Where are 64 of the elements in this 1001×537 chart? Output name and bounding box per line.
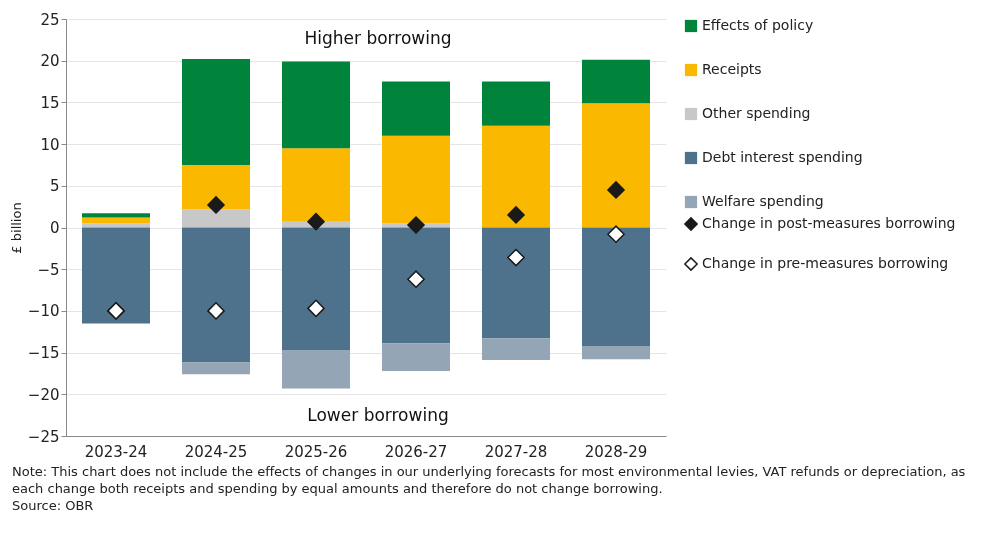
y-tick-label: 10: [40, 135, 60, 154]
y-tick-label: −15: [27, 344, 60, 363]
bar: [482, 338, 550, 361]
y-axis-title: £ billion: [8, 202, 24, 254]
legend-label: Effects of policy: [702, 17, 814, 33]
bar: [282, 350, 350, 389]
y-tick-label: 20: [40, 52, 60, 71]
bar: [282, 227, 350, 351]
point: [207, 302, 225, 320]
y-tick-label: −10: [27, 302, 60, 321]
bar: [182, 227, 250, 363]
point: [507, 248, 525, 267]
bar: [282, 148, 350, 222]
point: [307, 299, 325, 318]
bar: [182, 362, 250, 375]
point: [307, 212, 325, 231]
y-tick-label: −5: [37, 260, 60, 279]
bar: [282, 61, 350, 149]
point: [507, 206, 525, 224]
bar: [82, 227, 150, 324]
annotation: Higher borrowing: [304, 28, 452, 48]
x-tick-label: 2028-29: [584, 442, 648, 461]
y-tick-label: 5: [49, 177, 60, 196]
x-tick-label: 2027-28: [484, 442, 548, 461]
y-tick-label: 0: [49, 219, 60, 237]
point: [207, 196, 225, 214]
x-tick-label: 2024-25: [184, 442, 248, 461]
bar: [582, 59, 650, 104]
legend-label: Welfare spending: [702, 193, 824, 209]
x-tick-label: 2026-27: [384, 442, 448, 461]
y-tick-label: 25: [40, 10, 60, 29]
point: [407, 216, 425, 234]
y-tick-label: −25: [27, 427, 60, 446]
bar: [82, 213, 150, 218]
bar: [382, 135, 450, 224]
point: [407, 270, 425, 289]
y-tick-label: 15: [40, 93, 60, 112]
bar: [82, 217, 150, 224]
bar: [582, 103, 650, 228]
legend-label: Change in pre-measures borrowing: [702, 255, 949, 271]
x-tick-label: 2025-26: [284, 442, 348, 461]
text: Note: This chart does not include the effects of changes in our underlying forecasts for most environmental levies, VAT refunds or depreciation, as each change both receipts and spending by equal amounts and therefore do not change borrowing.: [12, 463, 967, 497]
annotation: Lower borrowing: [307, 405, 449, 425]
bar: [182, 209, 250, 228]
bar: [382, 343, 450, 371]
legend-label: Debt interest spending: [702, 149, 863, 165]
source-note: Source: OBR: [12, 497, 95, 514]
legend-label: Receipts: [702, 61, 762, 77]
bar: [182, 164, 250, 210]
bar: [182, 59, 250, 165]
legend-label: Other spending: [702, 105, 811, 121]
bar: [82, 223, 150, 228]
point: [607, 181, 625, 199]
bar: [382, 227, 450, 344]
bar: [482, 227, 550, 339]
bar: [382, 81, 450, 136]
x-tick-label: 2023-24: [84, 442, 148, 461]
bar: [482, 81, 550, 126]
y-tick-label: −20: [27, 385, 60, 404]
bar: [582, 345, 650, 360]
legend-label: Change in post-measures borrowing: [702, 215, 956, 231]
bar: [482, 125, 550, 228]
bar: [582, 227, 650, 346]
point: [607, 225, 625, 243]
